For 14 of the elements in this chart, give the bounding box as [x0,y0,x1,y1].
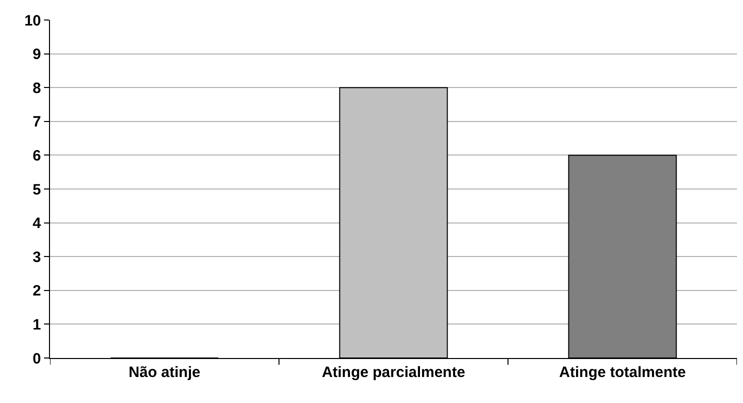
y-tick-label: 7 [32,114,41,131]
y-tick-label: 10 [24,12,41,30]
y-tick-label: 3 [32,248,41,266]
x-tick-label: Não atinje [128,364,200,381]
y-tick-label: 0 [32,350,41,368]
y-tick-label: 5 [32,181,41,198]
y-tick-label: 8 [32,80,41,97]
y-tick-label: 6 [32,147,41,164]
y-tick-label: 2 [32,282,41,300]
y-tick-label: 9 [32,46,41,64]
y-tick-label: 1 [32,316,41,334]
y-tick-label: 4 [32,215,42,232]
x-tick-label: Atinge totalmente [559,364,686,381]
x-tick-label: Atinge parcialmente [322,364,466,381]
